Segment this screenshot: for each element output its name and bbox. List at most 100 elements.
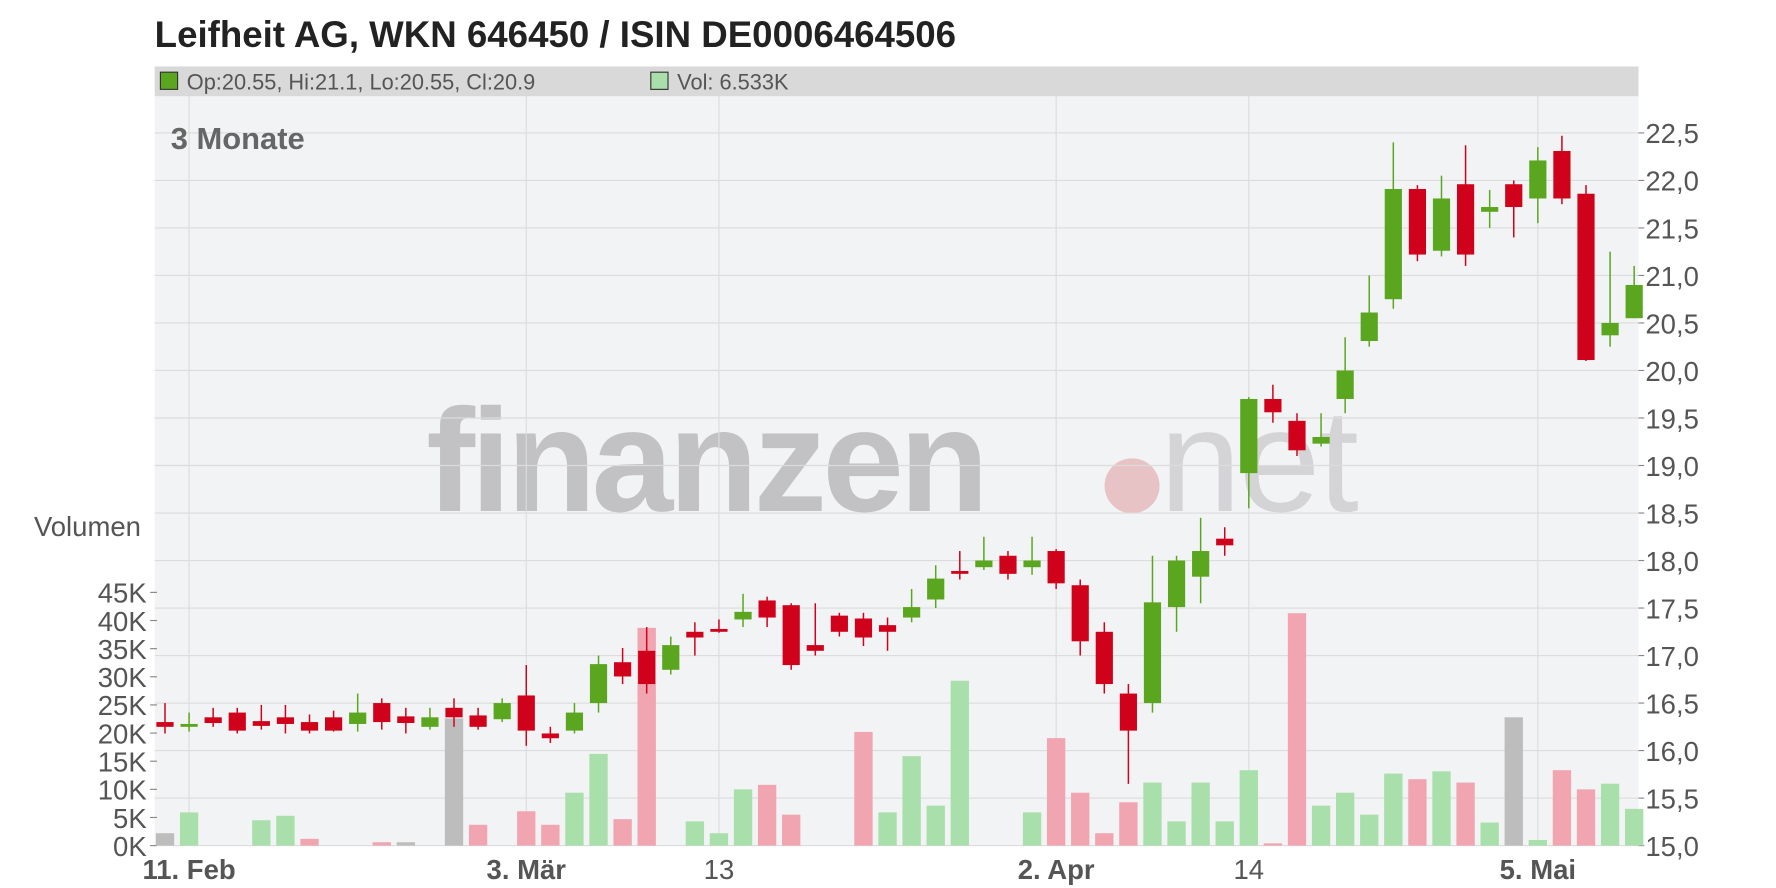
candle-body	[927, 578, 945, 600]
candle-body	[854, 618, 873, 638]
volume-bar	[541, 824, 560, 846]
candle-body	[710, 628, 728, 632]
y-tick-label: 20,0	[1645, 356, 1699, 387]
volume-bar	[372, 842, 391, 846]
candle-body	[373, 703, 391, 723]
candle-body	[1119, 693, 1137, 731]
volume-bar	[613, 819, 632, 846]
volume-bar	[179, 812, 199, 846]
x-tick-label: 14	[1234, 854, 1265, 885]
x-tick-label: 5. Mai	[1500, 854, 1576, 885]
candle-body	[1456, 184, 1475, 255]
candle-body	[1167, 560, 1186, 608]
candle-body	[228, 712, 246, 731]
volume-bar	[396, 842, 416, 846]
legend-bar	[154, 66, 1639, 97]
chart-title: Leifheit AG, WKN 646450 / ISIN DE0006464…	[155, 14, 956, 55]
volume-bar	[878, 812, 897, 846]
candle-body	[782, 605, 800, 666]
volume-bar	[589, 753, 608, 846]
candle-body	[469, 715, 487, 727]
volume-bar	[1046, 738, 1066, 846]
candle-body	[1240, 398, 1258, 474]
candle-body	[830, 615, 848, 632]
candle-body	[300, 722, 319, 731]
volume-bar	[1311, 805, 1331, 846]
volume-bar	[468, 824, 488, 846]
y2-tick-label: 10K	[98, 775, 148, 806]
volume-bar	[1239, 770, 1258, 846]
candle-body	[975, 560, 993, 568]
y2-tick-label: 30K	[98, 662, 148, 693]
candle-body	[1625, 284, 1643, 319]
volume-bar	[1528, 839, 1547, 846]
y2-tick-label: 15K	[98, 747, 148, 778]
candle-body	[252, 721, 270, 726]
volume-bar	[1095, 833, 1114, 846]
x-tick-label: 2. Apr	[1018, 854, 1095, 885]
volume-bar	[1576, 789, 1596, 846]
candle-body	[1505, 184, 1523, 208]
candle-body	[903, 607, 921, 618]
candle-body	[806, 645, 824, 651]
volume-bar	[685, 821, 705, 846]
volume-bar	[1119, 802, 1138, 846]
volume-bar	[926, 805, 945, 846]
volume-bar	[565, 792, 584, 846]
candle-body	[1553, 150, 1571, 199]
candle-body	[1023, 560, 1041, 568]
y-tick-label: 22,5	[1645, 118, 1699, 149]
candle-body	[1216, 538, 1234, 546]
volume-bar	[1384, 773, 1403, 846]
candle-body	[878, 625, 897, 632]
watermark-suffix: net	[1160, 379, 1359, 543]
legend-swatch	[159, 71, 179, 90]
y-tick-label: 18,0	[1645, 546, 1699, 577]
volume-bar	[1432, 771, 1451, 846]
y-tick-label: 22,0	[1645, 166, 1699, 197]
legend-entry: Op:20.55, Hi:21.1, Lo:20.55, Cl:20.9	[187, 69, 535, 94]
volume-bar	[276, 815, 295, 846]
y-tick-label: 16,0	[1645, 736, 1699, 767]
candle-body	[349, 712, 367, 724]
legend-entry: Vol: 6.533K	[677, 69, 789, 94]
candle-body	[493, 703, 511, 720]
candle-body	[421, 717, 439, 727]
candle-body	[686, 631, 704, 638]
candle-body	[734, 611, 752, 620]
candle-body	[758, 600, 776, 618]
candle-body	[1432, 198, 1451, 251]
volume-bar	[1071, 792, 1090, 846]
volume-bar	[1287, 613, 1307, 846]
y-tick-label: 21,0	[1645, 261, 1699, 292]
candle-body	[951, 570, 969, 574]
y2-tick-label: 20K	[98, 718, 148, 749]
x-tick-label: 3. Mär	[487, 854, 567, 885]
candle-body	[1360, 312, 1378, 342]
watermark: finanzen net	[426, 379, 1360, 543]
volume-bar	[252, 820, 271, 846]
x-tick-label: 13	[704, 854, 735, 885]
volume-axis-title: Volumen	[34, 511, 141, 542]
candle-body	[565, 712, 584, 731]
y-tick-label: 17,0	[1645, 641, 1699, 672]
candle-body	[204, 717, 222, 724]
y-tick-label: 15,5	[1645, 783, 1699, 814]
legend-swatch	[650, 71, 669, 90]
candle-body	[541, 733, 559, 739]
candle-body	[1047, 551, 1065, 584]
volume-bar	[444, 718, 464, 846]
volume-bar	[1335, 792, 1355, 846]
y2-tick-label: 35K	[98, 634, 148, 665]
volume-bar	[1552, 770, 1572, 846]
y2-tick-label: 40K	[98, 606, 148, 637]
y-tick-label: 19,5	[1645, 403, 1699, 434]
y2-tick-label: 5K	[113, 803, 147, 834]
volume-bar	[709, 833, 729, 846]
y-tick-label: 15,0	[1645, 831, 1699, 862]
candle-body	[1071, 585, 1089, 642]
candle-body	[1408, 188, 1427, 255]
volume-bar	[155, 833, 175, 846]
candle-body	[1577, 193, 1595, 361]
